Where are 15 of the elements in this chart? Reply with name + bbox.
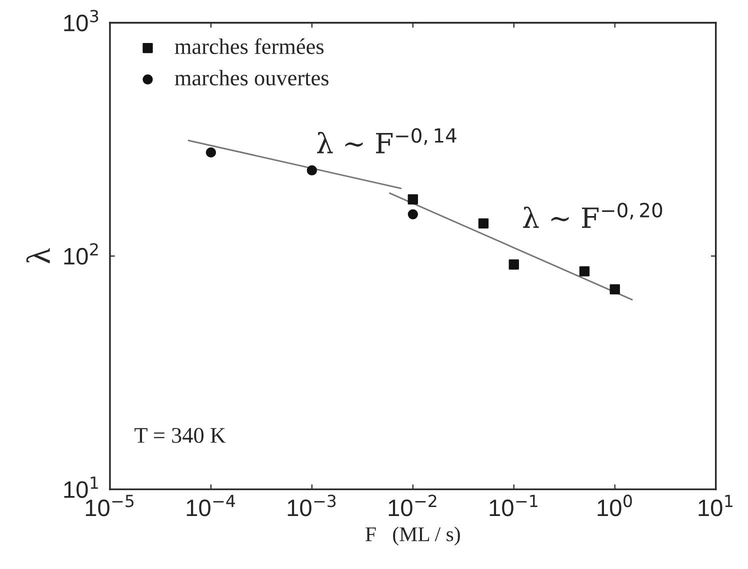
x-tick-label: 10$^{−3}$	[288, 494, 336, 516]
annotation: λ ∼ F$^{−0,14}$	[317, 128, 456, 154]
x-tick-label: 10$^{−1}$	[490, 494, 538, 516]
x-axis-title: F (ML / s)	[366, 526, 460, 546]
x-tick-label: 10$^{1}$	[698, 494, 732, 516]
x-tick-label: 10$^{−2}$	[388, 494, 436, 516]
x-tick-label: 10$^{−4}$	[186, 494, 236, 516]
legend-label: marches ouvertes	[174, 70, 328, 86]
y-axis-title: λ	[26, 248, 50, 264]
y-tick-label: 10$^{2}$	[64, 243, 98, 265]
legend-label: marches fermées	[174, 38, 324, 54]
y-tick-label: 10$^{3}$	[64, 10, 98, 32]
annotation: T = 340 K	[134, 428, 226, 443]
annotation: λ ∼ F$^{−0,20}$	[523, 202, 662, 228]
x-tick-label: 10$^{0}$	[598, 494, 632, 516]
